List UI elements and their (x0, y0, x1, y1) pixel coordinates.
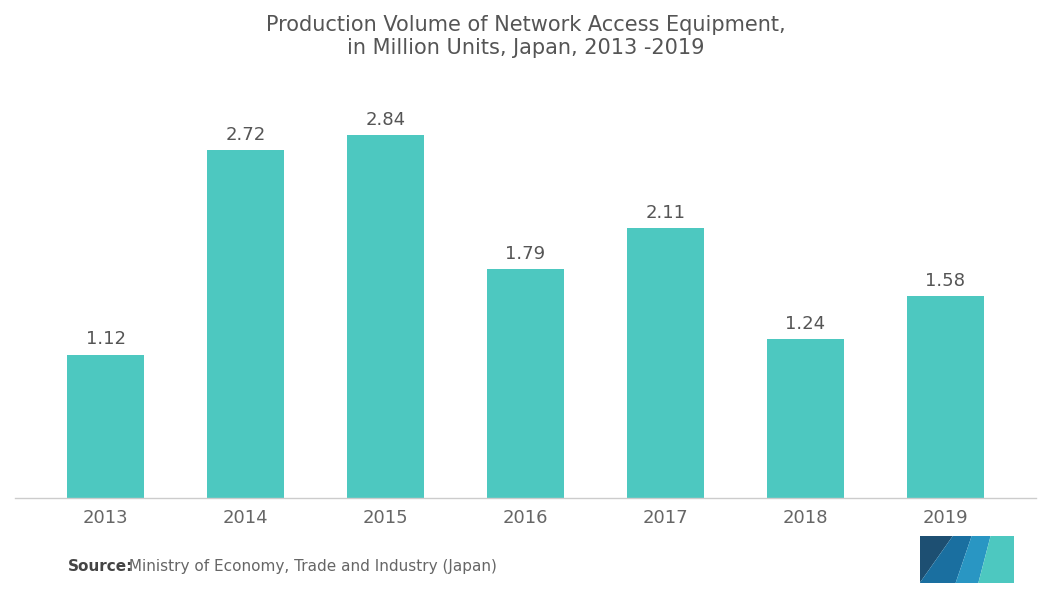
Polygon shape (955, 536, 990, 583)
Bar (487, 269, 564, 498)
Text: 1.24: 1.24 (785, 315, 825, 333)
Polygon shape (978, 536, 1014, 583)
Text: 1.58: 1.58 (925, 272, 965, 290)
Title: Production Volume of Network Access Equipment,
in Million Units, Japan, 2013 -20: Production Volume of Network Access Equi… (266, 15, 785, 58)
Bar (767, 339, 844, 498)
Text: 2.84: 2.84 (366, 111, 406, 129)
Text: 2.72: 2.72 (226, 126, 266, 144)
Text: 1.79: 1.79 (506, 245, 545, 263)
Bar (347, 135, 425, 498)
Text: 2.11: 2.11 (645, 204, 685, 222)
Bar (67, 355, 144, 498)
Bar (907, 296, 984, 498)
Polygon shape (920, 536, 952, 583)
Polygon shape (920, 536, 971, 583)
Text: Source:: Source: (68, 560, 133, 574)
Bar (207, 150, 284, 498)
Text: 1.12: 1.12 (86, 330, 126, 348)
Text: Ministry of Economy, Trade and Industry (Japan): Ministry of Economy, Trade and Industry … (124, 560, 497, 574)
Bar (626, 229, 704, 498)
